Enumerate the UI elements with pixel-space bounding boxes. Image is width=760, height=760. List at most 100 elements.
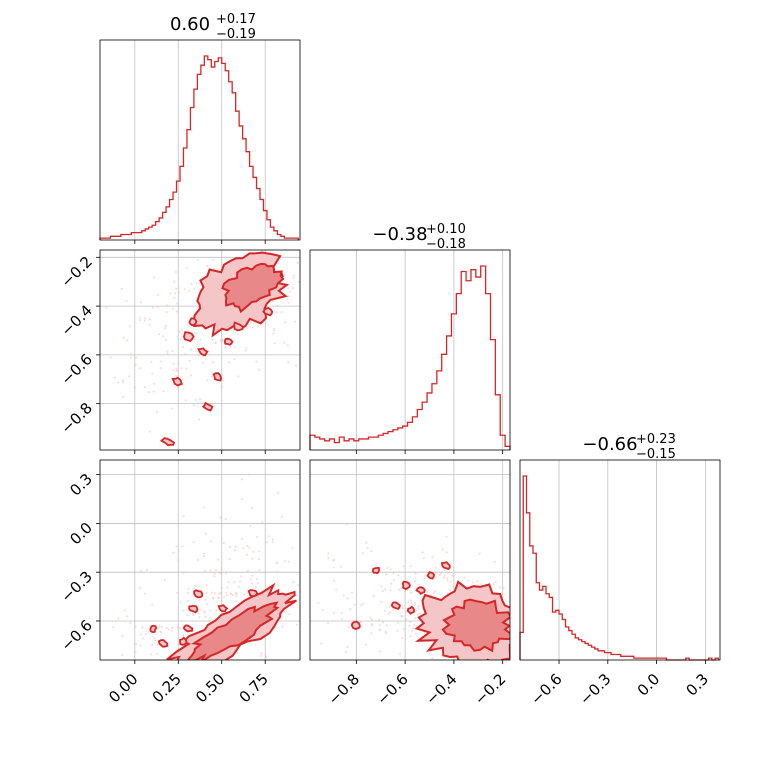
sample-point xyxy=(135,356,138,359)
sample-point xyxy=(191,612,194,615)
sample-point xyxy=(335,588,338,591)
sample-point xyxy=(189,374,192,377)
contour-island xyxy=(149,624,158,634)
sample-point xyxy=(175,310,178,313)
contour-layer xyxy=(105,250,300,447)
histogram-title: −0.66 xyxy=(582,434,637,455)
sample-point xyxy=(273,327,276,330)
contour-island xyxy=(217,604,229,613)
sample-point xyxy=(228,558,231,561)
sample-point xyxy=(105,306,108,309)
x-tick-label: 0.3 xyxy=(683,670,713,700)
sample-point xyxy=(160,631,163,634)
sample-point xyxy=(182,634,185,637)
sample-point xyxy=(414,572,417,575)
sample-point xyxy=(175,545,178,548)
sample-point xyxy=(414,617,416,620)
sample-point xyxy=(293,274,296,277)
sample-point xyxy=(383,609,386,612)
sample-point xyxy=(378,629,381,631)
sample-point xyxy=(194,332,197,335)
sample-point xyxy=(256,582,259,585)
sample-point xyxy=(432,592,435,594)
sample-point xyxy=(369,616,372,619)
sample-point xyxy=(144,592,147,595)
sample-point xyxy=(122,379,125,382)
sample-point xyxy=(241,478,243,481)
sample-point xyxy=(188,290,191,293)
sample-point xyxy=(493,561,496,564)
sample-point xyxy=(499,586,502,589)
sample-point xyxy=(151,643,153,646)
sample-point xyxy=(219,572,222,575)
x-tick-label: −0.3 xyxy=(576,670,614,708)
contour-island xyxy=(390,601,401,610)
sample-point xyxy=(321,608,324,611)
sample-point xyxy=(223,596,226,599)
sample-point xyxy=(231,593,234,596)
sample-point xyxy=(112,626,115,629)
sample-point xyxy=(126,339,129,342)
sample-point xyxy=(175,369,178,372)
sample-point xyxy=(389,589,392,592)
sample-point xyxy=(414,580,416,583)
sample-point xyxy=(237,585,240,588)
sample-point xyxy=(178,291,181,294)
sample-point xyxy=(195,282,198,285)
sample-point xyxy=(121,635,124,638)
sample-point xyxy=(384,588,387,591)
sample-point xyxy=(180,367,183,370)
sample-point xyxy=(443,574,446,577)
sample-point xyxy=(407,601,410,604)
sample-point xyxy=(234,545,237,548)
sample-point xyxy=(228,361,230,364)
sample-point xyxy=(148,318,151,321)
sample-point xyxy=(139,316,142,319)
y-tick-label: −0.3 xyxy=(58,567,96,605)
sample-point xyxy=(287,301,290,304)
sample-point xyxy=(203,611,206,614)
sample-point xyxy=(212,258,215,261)
sample-point xyxy=(226,586,229,589)
sample-point xyxy=(152,306,154,309)
sample-point xyxy=(224,346,227,349)
sample-point xyxy=(235,600,238,603)
sample-point xyxy=(245,347,248,350)
sample-point xyxy=(197,354,200,357)
sample-point xyxy=(272,300,275,303)
contour-island xyxy=(262,307,274,317)
sample-point xyxy=(109,356,112,359)
x-tick-label: 0.50 xyxy=(192,670,228,706)
sample-point xyxy=(272,332,275,335)
sample-point xyxy=(206,265,209,267)
sample-point xyxy=(182,346,185,349)
sample-point xyxy=(380,585,383,588)
sample-point xyxy=(177,626,179,629)
sample-point xyxy=(237,375,240,378)
sample-point xyxy=(409,565,412,568)
sample-point xyxy=(235,594,238,597)
sample-point xyxy=(332,559,334,562)
y-tick-label: −0.6 xyxy=(58,616,96,654)
sample-point xyxy=(396,621,399,624)
histogram-title: −0.38 xyxy=(372,224,427,245)
sample-point xyxy=(205,603,208,606)
contour-island xyxy=(415,586,426,595)
sample-point xyxy=(220,385,223,388)
sample-point xyxy=(206,379,208,382)
sample-point xyxy=(213,572,216,575)
sample-point xyxy=(177,369,180,372)
sample-point xyxy=(409,599,412,602)
sample-point xyxy=(402,628,405,631)
sample-point xyxy=(296,623,299,626)
sample-point xyxy=(416,613,419,616)
panel-border xyxy=(99,249,301,451)
sample-point xyxy=(255,578,258,580)
sample-point xyxy=(320,642,323,645)
sample-point xyxy=(252,550,255,553)
sample-point xyxy=(176,591,179,594)
sample-point xyxy=(121,654,124,657)
sample-point xyxy=(139,569,142,572)
sample-point xyxy=(176,302,179,305)
